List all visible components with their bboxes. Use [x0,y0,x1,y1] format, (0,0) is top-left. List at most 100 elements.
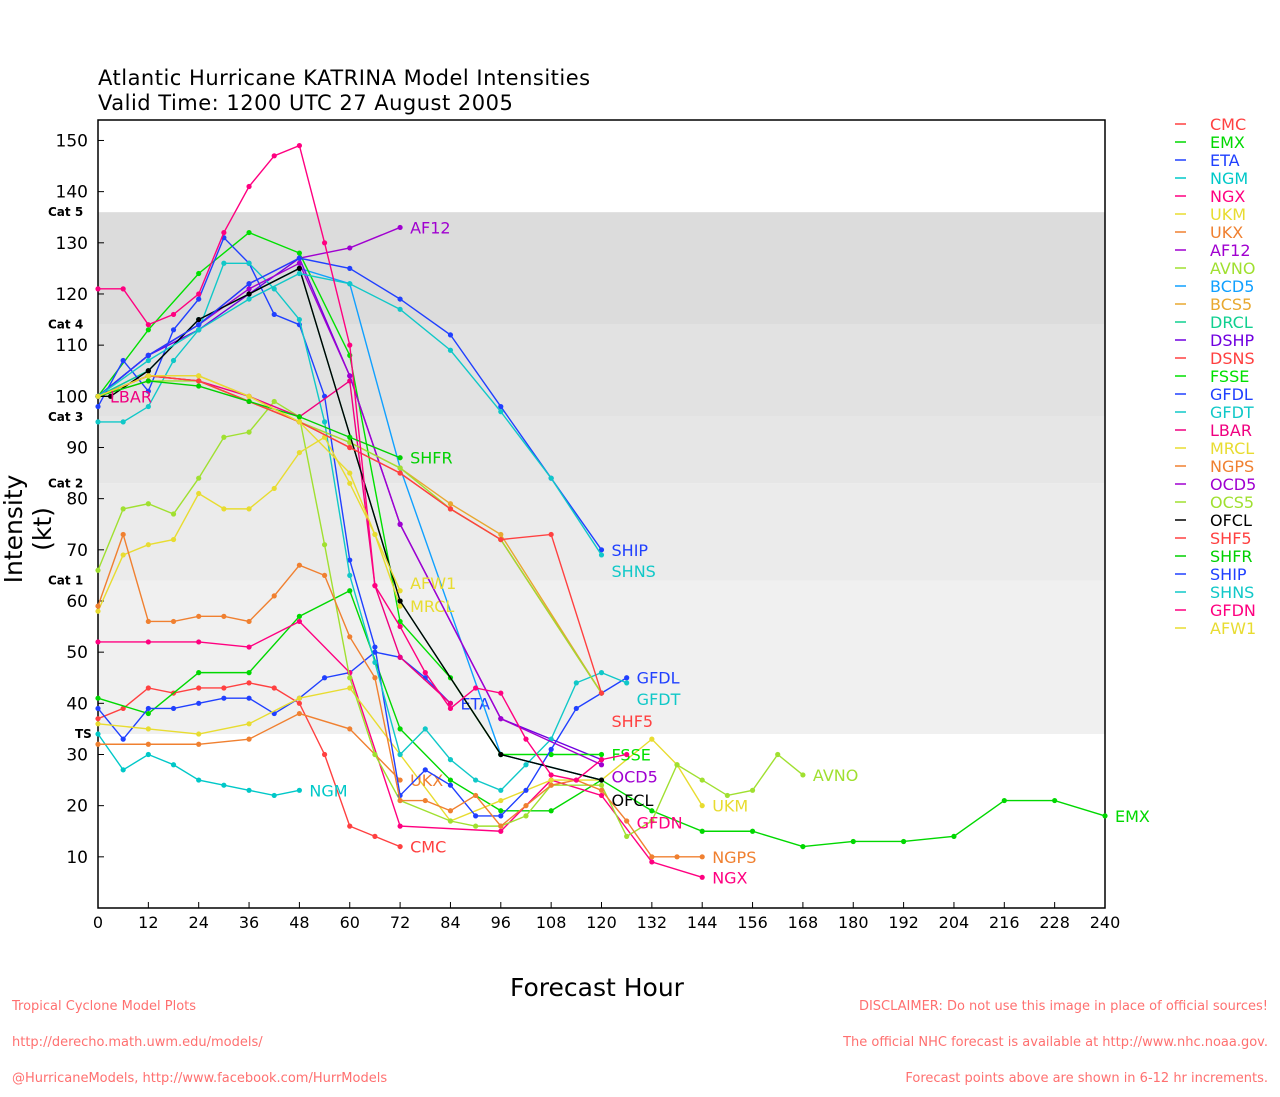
x-axis-label: Forecast Hour [510,973,684,1002]
data-point [548,475,554,481]
x-tick-label: 12 [138,913,158,932]
data-point [246,281,252,287]
footer-credit-social[interactable]: @HurricaneModels, http://www.facebook.co… [12,1071,388,1086]
data-point [347,572,353,579]
legend-label: FSSE [1210,367,1249,386]
data-point [95,639,101,645]
series-end-label: EMX [1115,807,1150,826]
data-point [422,670,428,676]
y-tick-label: 80 [66,490,88,510]
data-point [347,675,353,681]
x-tick-label: 120 [586,913,617,932]
series-end-label: AVNO [813,766,858,785]
data-point [246,670,252,676]
data-point [347,634,353,640]
data-point [221,434,227,440]
data-point [246,721,252,727]
data-point [196,327,202,333]
y-tick-label: 40 [66,694,88,714]
data-point [347,557,353,563]
series-gfdt: GFDT [95,260,681,793]
data-point [145,403,151,410]
data-point [145,373,151,379]
data-point [347,726,353,732]
data-point [296,265,302,271]
x-tick-label: 144 [687,913,718,932]
data-point [473,823,479,829]
series-line [97,687,703,822]
x-tick-label: 204 [939,913,970,932]
legend-label: NGM [1210,169,1248,188]
data-point [170,311,177,318]
footer-credit-url[interactable]: http://derecho.math.uwm.edu/models/ [12,1035,263,1050]
category-band [98,120,1105,213]
data-point [598,757,605,763]
data-point [1001,797,1007,804]
legend-label: CMC [1210,115,1246,134]
data-point [296,618,302,625]
data-point [221,260,227,266]
data-point [447,777,454,783]
data-point [296,449,302,456]
data-point [598,777,605,783]
data-point [145,685,151,691]
data-point [246,695,252,701]
series-gfdl: GFDL [95,235,680,819]
x-tick-label: 96 [491,913,511,932]
data-point [548,808,554,814]
data-point [196,685,202,691]
data-point [498,536,504,543]
data-point [649,859,655,865]
y-tick-label: 60 [66,592,88,612]
data-point [699,828,705,834]
legend-label: BCD5 [1210,277,1254,296]
data-point [397,797,403,804]
data-point [120,286,126,292]
legend-label: DRCL [1210,313,1253,332]
series-cmc: CMC [95,680,446,857]
data-point [447,347,454,353]
series-end-label: NGX [712,868,747,887]
legend-label: MRCL [1210,439,1254,458]
data-point [951,833,957,839]
legend-label: AVNO [1210,259,1255,278]
data-point [347,342,353,348]
data-point [598,751,605,758]
x-tick-label: 156 [737,913,768,932]
data-point [473,792,479,799]
data-point [674,854,680,860]
data-point [296,255,302,261]
footer-disclaimer: DISCLAIMER: Do not use this image in pla… [843,977,1268,1097]
series-end-label: OFCL [612,791,654,810]
series-afw1: AFW1 [95,373,456,594]
x-tick-label: 36 [239,913,259,932]
data-point [296,562,302,568]
data-point [347,470,353,476]
data-point [170,762,177,768]
y-tick-label: 130 [56,234,88,254]
data-point [598,762,605,768]
data-point [800,772,806,778]
data-point [397,598,403,604]
data-point [321,751,328,758]
data-point [296,787,302,793]
data-point [296,700,302,706]
data-point [246,296,252,302]
data-point [196,731,202,737]
series-line [97,236,628,817]
data-point [95,403,101,410]
data-point [447,501,454,507]
data-point [246,787,252,793]
category-label: TS [75,727,92,741]
data-point [95,741,101,747]
data-point [95,419,101,425]
y-tick-label: 50 [66,643,88,663]
data-point [548,746,554,752]
x-tick-label: 72 [390,913,410,932]
legend-label: UKX [1210,223,1243,242]
data-point [498,808,504,814]
data-point [120,506,126,512]
y-tick-label: 90 [66,438,88,458]
x-tick-label: 60 [340,913,360,932]
series-end-label: NGM [309,781,347,800]
